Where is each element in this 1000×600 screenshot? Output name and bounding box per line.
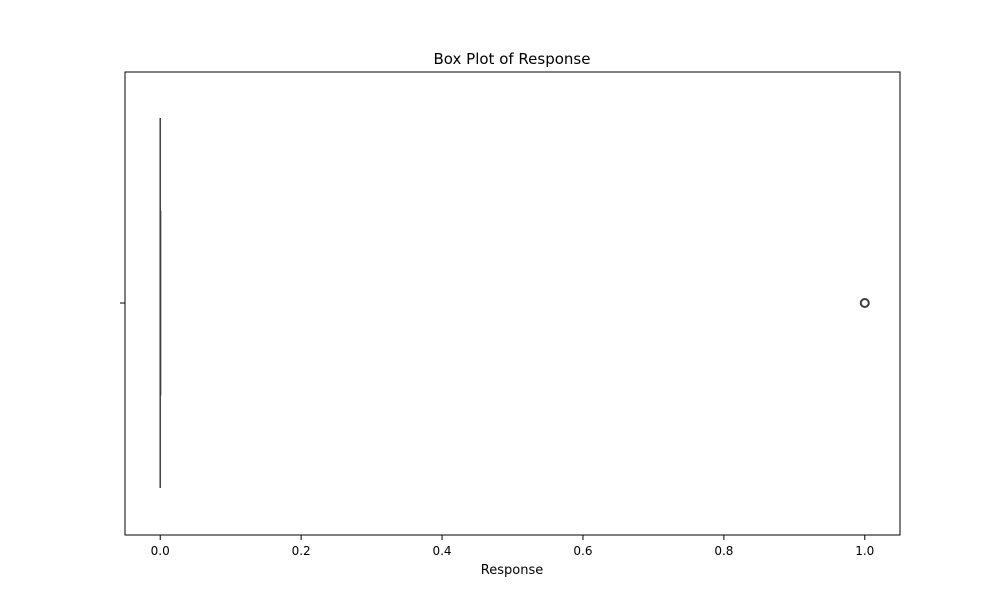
x-axis-label: Response <box>481 563 543 578</box>
plot-area-frame <box>124 71 901 536</box>
x-tick-label: 1.0 <box>855 544 874 558</box>
box-plot-series <box>159 118 870 488</box>
x-tick-label: 0.8 <box>714 544 733 558</box>
x-tick-label: 0.4 <box>432 544 451 558</box>
x-tick-label: 0.0 <box>151 544 170 558</box>
x-axis-ticks: 0.0 0.2 0.4 0.6 0.8 1.0 <box>151 535 874 558</box>
x-tick-label: 0.2 <box>292 544 311 558</box>
x-tick-label: 0.6 <box>573 544 592 558</box>
chart-title: Box Plot of Response <box>434 50 591 68</box>
outlier-point <box>859 298 870 308</box>
